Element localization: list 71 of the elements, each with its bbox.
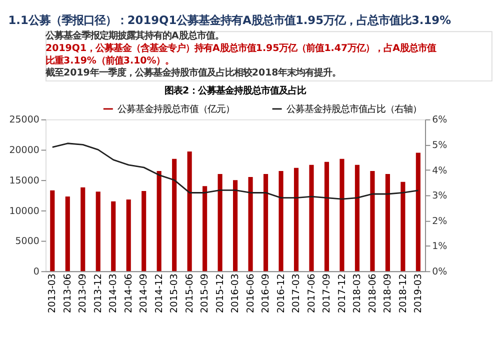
y-tick-label: 5000 [15,236,40,248]
y-tick-label: 10000 [9,206,40,217]
x-tick-label: 2015-12 [214,274,226,314]
bar [263,174,268,272]
bar [187,152,192,272]
x-tick-label: 2015-03 [169,274,180,314]
y2-tick-label: 3% [432,190,448,202]
bar [218,174,222,272]
bar [294,168,299,272]
bar [248,177,253,272]
bar [416,152,420,272]
y2-tick-label: 5% [432,140,448,151]
bar [233,180,238,272]
x-tick-label: 2013-06 [62,274,74,314]
legend-label: 公募基金持股总市值占比（右轴） [286,104,422,115]
text: 2019Q1，公募基金（含基金专户）持有A股总市值1.95万亿（前值1.47万亿），占A股总市值比重3.19%（前值3.10%）。 [46,43,436,66]
chart-subtitle: 图表2：公募基金持股总市值及占比 [164,86,306,97]
x-tick-label: 2014-09 [138,274,150,314]
x-tick-label: 2013-03 [47,274,58,314]
bar [156,170,162,272]
bar [80,187,86,272]
x-tick-label: 2016-12 [276,274,287,314]
y2-tick-label: 0% [432,266,448,278]
x-tick-label: 2017-09 [322,274,333,314]
x-tick-label: 2017-12 [336,274,348,314]
y-tick-label: 0 [33,266,40,278]
x-tick-label: 2018-03 [352,274,364,314]
bar [324,162,330,272]
y2-tick-label: 2% [432,216,448,227]
line-series [52,142,419,200]
bar [65,196,70,272]
x-tick-label: 2013-12 [92,274,104,314]
x-tick-label: 2018-06 [367,274,378,314]
legend-label: 公募基金持股总市值（亿元） [118,104,235,115]
y2-tick-label: 1% [432,241,448,252]
bar [126,200,131,272]
bar [202,186,208,272]
text: 公募基金季报定期披露其持有的A股总市值。 [44,30,224,42]
x-tick-label: 2015-09 [200,274,211,314]
bar [96,192,100,272]
x-tick-label: 2014-03 [108,274,120,314]
x-tick-label: 2014-06 [123,274,134,314]
bar [50,190,55,272]
x-tick-label: 2017-06 [306,274,318,314]
x-tick-label: 2018-09 [382,274,394,314]
bar [385,174,390,272]
x-tick-label: 2019-03 [413,274,424,314]
x-tick-label: 2013-09 [78,274,89,314]
bar [354,164,360,272]
chart-title: 1.1公募（季报口径）：2019Q1公募基金持有A股总市值1.95万亿，占总市值比3.19% [8,13,452,28]
x-tick-label: 2014-12 [154,274,165,314]
bar [278,170,284,272]
x-tick-label: 2018-12 [398,274,409,314]
y-tick-label: 15000 [9,175,40,186]
text: 截至2019年一季度，公募基金持股市值及占比相较2018年末均有提升。 [44,68,342,79]
bar [370,170,375,272]
y2-tick-label: 6% [432,114,448,126]
bar [172,158,177,272]
y2-tick-label: 4% [432,165,448,176]
bar [142,191,146,272]
x-tick-label: 2017-03 [291,274,302,314]
bar [400,182,406,272]
x-tick-label: 2016-06 [245,274,256,314]
bar [309,164,314,272]
bar [340,158,344,272]
x-tick-label: 2016-09 [260,274,272,314]
bar [111,201,116,272]
x-tick-label: 2016-03 [230,274,242,314]
y-tick-label: 20000 [9,145,40,156]
x-tick-label: 2015-06 [184,274,196,314]
y-tick-label: 25000 [9,114,40,126]
